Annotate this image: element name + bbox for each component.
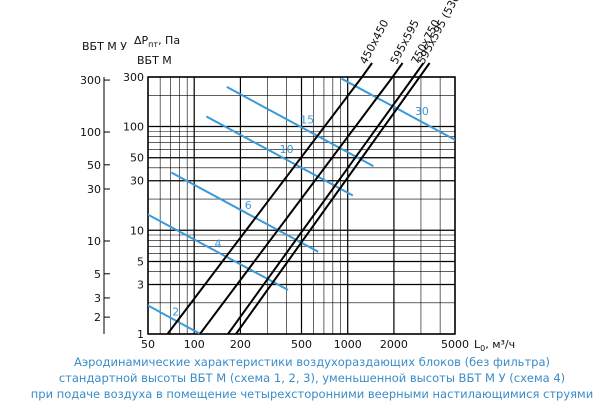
throw-line (148, 213, 289, 291)
series-line (235, 77, 421, 334)
y2-tick-label: 300 (80, 74, 101, 87)
plot-area: 2 4 6 10 15 30 (148, 77, 455, 334)
y2-tick-label: 5 (94, 268, 101, 281)
series-leader (391, 62, 404, 78)
x-title-unit: , м³/ч (485, 338, 515, 351)
series-line (227, 77, 415, 334)
series-leader (412, 62, 425, 78)
throw-label: 30 (415, 105, 429, 118)
throw-label: 4 (214, 237, 221, 250)
series-leader (418, 62, 431, 78)
y-tick-label: 5 (137, 255, 144, 268)
y-tick-label: 1 (137, 328, 144, 341)
y2-tick-label: 2 (94, 311, 101, 324)
throw-line (148, 304, 203, 334)
y-tick-label: 10 (130, 224, 144, 237)
throw-label: 6 (245, 199, 252, 212)
y-tick-label: 30 (130, 175, 144, 188)
caption-line: стандартной высоты ВБТ М (схема 1, 2, 3)… (59, 371, 565, 385)
throw-label: 15 (300, 113, 314, 126)
x-tick-label: 2000 (380, 338, 408, 351)
caption-line: при подаче воздуха в помещение четырехст… (31, 387, 593, 401)
y2-tick-label: 30 (87, 183, 101, 196)
y-tick-label: 300 (123, 71, 144, 84)
y-subtitle: ВБТ М (137, 54, 172, 67)
throw-line (341, 77, 455, 141)
y-tick-label: 3 (137, 278, 144, 291)
series-leader (361, 62, 373, 78)
throw-label: 2 (172, 306, 179, 319)
caption-line: Аэродинамические характеристики воздухор… (74, 355, 550, 369)
plot-frame (147, 76, 456, 335)
y-title-sub: пт (148, 40, 158, 49)
x-tick-label: 50 (141, 338, 155, 351)
throw-line (205, 115, 354, 197)
y-title: ΔPпт, Па (134, 34, 180, 49)
y-title-unit: , Па (158, 34, 180, 47)
x-tick-label: 5000 (441, 338, 469, 351)
y2-tick-label: 50 (87, 159, 101, 172)
y2-tick-label: 100 (80, 126, 101, 139)
x-tick-label: 500 (291, 338, 312, 351)
series-line (166, 77, 363, 334)
x-title: L0, м³/ч (474, 338, 515, 353)
y2-tick-label: 10 (87, 235, 101, 248)
y-tick-label: 100 (123, 121, 144, 134)
y2-title: ВБТ М У (82, 40, 127, 53)
y-tick-label: 50 (130, 152, 144, 165)
throw-line (170, 171, 319, 253)
series-label: 450x450 (357, 17, 391, 66)
throw-line (226, 85, 374, 168)
x-title-sub: 0 (480, 344, 485, 353)
x-tick-label: 1000 (334, 338, 362, 351)
series-line (199, 77, 394, 334)
x-tick-label: 100 (184, 338, 205, 351)
x-title-main: L (474, 338, 481, 351)
throw-label: 10 (280, 143, 294, 156)
x-tick-label: 200 (230, 338, 251, 351)
y-title-main: ΔP (134, 34, 149, 47)
y2-tick-label: 3 (94, 292, 101, 305)
